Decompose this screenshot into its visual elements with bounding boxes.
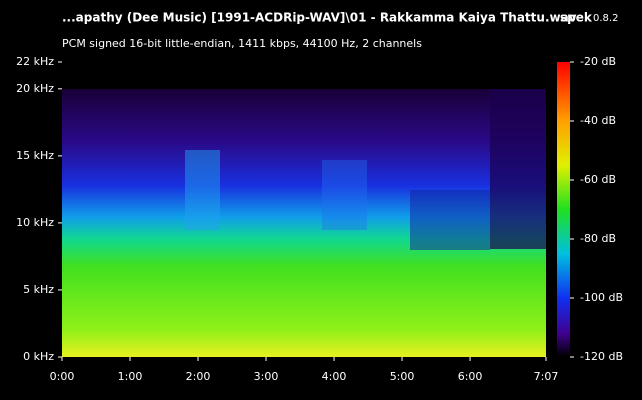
y-tick-label: 22 kHz <box>16 55 54 68</box>
subtitle: PCM signed 16-bit little-endian, 1411 kb… <box>62 37 422 50</box>
y-tick-label: 10 kHz <box>16 216 54 229</box>
colorbar-tick-label: -20 dB <box>580 55 616 68</box>
colorbar-tick-label: -80 dB <box>580 232 616 245</box>
colorbar <box>557 62 570 357</box>
x-tick-label: 1:00 <box>118 370 143 383</box>
y-tick-label: 0 kHz <box>23 350 54 363</box>
y-tick-label: 15 kHz <box>16 149 54 162</box>
x-tick-label: 6:00 <box>458 370 483 383</box>
x-tick-label: 2:00 <box>186 370 211 383</box>
x-tick-label: 5:00 <box>390 370 415 383</box>
x-tick-label: 3:00 <box>254 370 279 383</box>
spectrogram <box>62 62 546 357</box>
spectrogram-patch <box>410 190 490 250</box>
spectrogram-patch <box>490 89 546 249</box>
spectrogram-patch <box>322 160 367 230</box>
app-version: 0.8.2 <box>593 13 618 24</box>
y-tick-label: 5 kHz <box>23 283 54 296</box>
x-tick-label: 7:07 <box>534 370 559 383</box>
app-name: spek <box>560 11 593 25</box>
title: ...apathy (Dee Music) [1991-ACDRip-WAV]\… <box>62 11 577 25</box>
spectrogram-patch <box>185 150 220 230</box>
colorbar-tick-label: -60 dB <box>580 173 616 186</box>
colorbar-tick-label: -120 dB <box>580 350 623 363</box>
colorbar-tick-label: -40 dB <box>580 114 616 127</box>
x-tick-label: 4:00 <box>322 370 347 383</box>
y-tick-label: 20 kHz <box>16 82 54 95</box>
x-tick-label: 0:00 <box>50 370 75 383</box>
colorbar-tick-label: -100 dB <box>580 291 623 304</box>
